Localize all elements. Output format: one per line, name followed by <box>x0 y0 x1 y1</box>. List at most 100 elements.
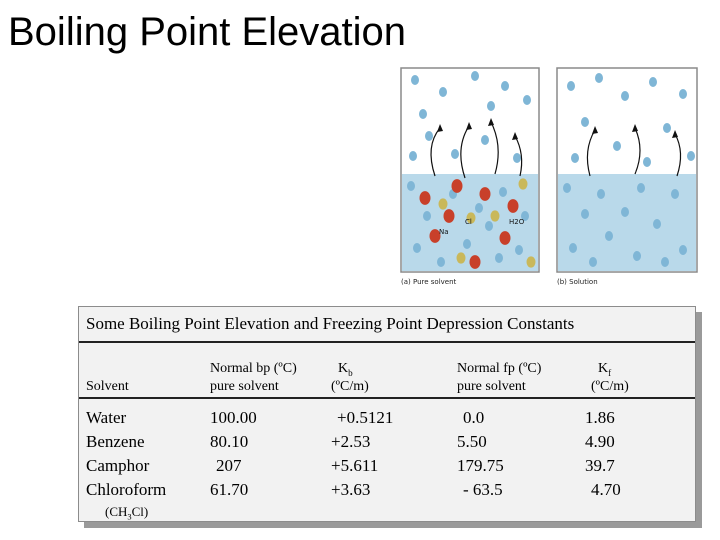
solvent-molecule <box>451 149 459 159</box>
vapor-arrow <box>490 121 499 175</box>
solvent-molecule <box>653 219 661 229</box>
solvent-molecule <box>633 251 641 261</box>
solvent-molecule <box>407 181 415 191</box>
solvent-molecule <box>613 141 621 151</box>
column-kf: 1.86 4.90 39.7 4.70 <box>585 406 621 502</box>
solute-ion <box>499 231 511 245</box>
table-header-rule <box>79 397 695 399</box>
solvent-molecule <box>597 189 605 199</box>
solute-ion <box>469 255 481 269</box>
solute-ion <box>419 191 431 205</box>
label-h2o: H2O <box>509 218 525 226</box>
solute-ion <box>443 209 455 223</box>
solvent-molecule <box>419 109 427 119</box>
solvent-molecule <box>495 253 503 263</box>
arrow-head <box>632 124 638 132</box>
arrow-head <box>466 122 472 130</box>
slide-title: Boiling Point Elevation <box>8 10 407 54</box>
table-cell: - 63.5 <box>463 480 503 499</box>
solvent-molecule <box>481 135 489 145</box>
solvent-molecule <box>515 245 523 255</box>
solute-ion <box>507 199 519 213</box>
solvent-molecule <box>569 243 577 253</box>
table-cell: 1.86 <box>585 408 615 427</box>
solvent-molecule <box>411 75 419 85</box>
solvent-molecule <box>563 183 571 193</box>
label-na: Na <box>439 228 449 236</box>
header-fp-line1: Normal fp (ºC) <box>457 361 542 376</box>
table-cell: +3.63 <box>331 480 371 499</box>
solvent-molecule <box>513 153 521 163</box>
solvent-molecule <box>501 81 509 91</box>
solvent-molecule <box>471 71 479 81</box>
table-cell: 0.0 <box>463 408 485 427</box>
solvent-molecule <box>671 189 679 199</box>
table-cell: Benzene <box>86 432 145 451</box>
table-cell: 61.70 <box>210 480 249 499</box>
beaker-illustration: Cl H2O Na (a) Pure solvent (b) Solution <box>395 66 705 292</box>
table-cell: 5.50 <box>457 432 487 451</box>
solvent-molecule <box>589 257 597 267</box>
header-kb-units: (ºC/m) <box>331 379 369 394</box>
solvent-molecule <box>425 131 433 141</box>
solvent-molecule <box>567 81 575 91</box>
solute-ion <box>438 198 448 210</box>
solvent-molecule <box>521 211 529 221</box>
solute-ion <box>518 178 528 190</box>
solvent-molecule <box>523 95 531 105</box>
solute-ion <box>490 210 500 222</box>
header-solvent: Solvent <box>86 379 129 394</box>
table-cell: +5.611 <box>331 456 379 475</box>
solvent-molecule <box>621 207 629 217</box>
arrow-head <box>672 130 678 138</box>
table-cell: 100.00 <box>210 408 257 427</box>
solute-ion <box>429 229 441 243</box>
solvent-molecule <box>475 203 483 213</box>
chloroform-formula: (CH3Cl) <box>105 504 149 522</box>
table-cell: 39.7 <box>585 456 615 475</box>
table-cell: 179.75 <box>457 456 504 475</box>
arrow-head <box>437 124 443 132</box>
arrow-head <box>592 126 598 134</box>
table-cell: 80.10 <box>210 432 249 451</box>
table-cell: 207 <box>216 456 242 475</box>
header-bp-line1: Normal bp (ºC) <box>210 361 297 376</box>
arrow-head <box>488 118 494 126</box>
label-cl: Cl <box>465 218 472 226</box>
solvent-molecule <box>663 123 671 133</box>
solvent-molecule <box>643 157 651 167</box>
solute-ion <box>526 256 536 268</box>
solute-ion <box>456 252 466 264</box>
solvent-molecule <box>605 231 613 241</box>
column-bp: 100.00 80.10 207 61.70 <box>210 406 257 502</box>
table-cell: Water <box>86 408 127 427</box>
solvent-molecule <box>487 101 495 111</box>
table-cell: +0.5121 <box>337 408 394 427</box>
constants-table-panel: Some Boiling Point Elevation and Freezin… <box>78 306 696 522</box>
solvent-molecule <box>439 87 447 97</box>
column-solvent: Water Benzene Camphor Chloroform <box>86 406 166 502</box>
solvent-molecule <box>463 239 471 249</box>
vapor-arrow <box>634 127 641 175</box>
table-cell: Camphor <box>86 456 150 475</box>
table-top-rule <box>79 341 695 343</box>
header-kf: Kf <box>598 361 612 378</box>
solute-ion <box>479 187 491 201</box>
solvent-molecule <box>679 245 687 255</box>
table-cell: Chloroform <box>86 480 167 499</box>
header-fp-line2: pure solvent <box>457 379 526 394</box>
column-fp: 0.0 5.50 179.75 - 63.5 <box>457 406 504 502</box>
solution-caption: (b) Solution <box>557 278 598 286</box>
solvent-molecule <box>637 183 645 193</box>
solution-liquid <box>558 174 696 271</box>
arrow-head <box>512 132 518 140</box>
table-cell: +2.53 <box>331 432 371 451</box>
solvent-molecule <box>679 89 687 99</box>
solvent-molecule <box>687 151 695 161</box>
solvent-molecule <box>595 73 603 83</box>
solvent-molecule <box>649 77 657 87</box>
header-bp-line2: pure solvent <box>210 379 279 394</box>
beaker-diagram: Cl H2O Na <box>400 67 698 273</box>
solvent-molecule <box>661 257 669 267</box>
solvent-molecule <box>581 117 589 127</box>
